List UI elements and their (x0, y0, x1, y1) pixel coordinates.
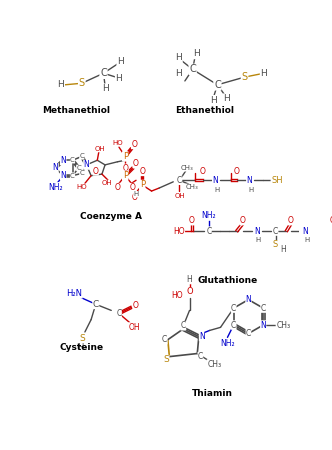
Text: O: O (131, 140, 137, 148)
Text: CH₃: CH₃ (181, 165, 194, 171)
Text: C: C (162, 335, 167, 344)
Text: C: C (206, 227, 211, 236)
Text: O: O (93, 166, 99, 176)
Text: O: O (133, 159, 139, 168)
Text: S: S (273, 240, 278, 249)
Text: O: O (240, 216, 246, 225)
Text: O: O (200, 166, 206, 176)
Text: C: C (246, 329, 251, 338)
Text: N: N (246, 295, 251, 304)
Text: C: C (100, 68, 107, 78)
Text: HO: HO (171, 291, 183, 300)
Text: C: C (181, 321, 186, 330)
Text: NH₂: NH₂ (48, 183, 63, 192)
Text: H: H (175, 69, 182, 78)
Text: HO: HO (112, 140, 123, 145)
Text: H: H (214, 186, 219, 193)
Text: S: S (241, 72, 248, 82)
Text: SH: SH (271, 176, 283, 185)
Text: C: C (70, 157, 75, 163)
Text: O: O (234, 166, 240, 176)
Text: C: C (177, 176, 182, 185)
Text: H: H (117, 57, 124, 66)
Text: H: H (261, 69, 267, 78)
Text: N: N (212, 176, 218, 185)
Text: H: H (193, 50, 200, 58)
Text: C: C (79, 153, 84, 159)
Text: Glutathione: Glutathione (198, 276, 258, 285)
Text: H: H (77, 343, 83, 352)
Text: C: C (231, 304, 236, 313)
Text: C: C (117, 309, 122, 318)
Text: OH: OH (101, 180, 112, 186)
Text: N: N (260, 320, 266, 329)
Text: H: H (175, 54, 182, 63)
Text: O: O (288, 216, 294, 225)
Text: CH₃: CH₃ (207, 360, 221, 369)
Text: HO: HO (173, 227, 185, 236)
Text: H: H (116, 74, 123, 83)
Text: P: P (140, 180, 145, 189)
Text: HO: HO (76, 184, 87, 190)
Text: C: C (231, 320, 236, 329)
Text: C: C (79, 171, 84, 176)
Text: O: O (330, 216, 332, 225)
Text: C: C (189, 64, 196, 74)
Text: N: N (254, 227, 260, 236)
Text: O: O (130, 184, 136, 193)
Text: N: N (60, 156, 66, 165)
Text: C: C (198, 352, 203, 361)
Text: N: N (199, 332, 205, 341)
Text: H: H (57, 80, 64, 89)
Text: H: H (223, 94, 230, 103)
Text: Thiamin: Thiamin (192, 389, 232, 398)
Text: P: P (123, 152, 128, 161)
Text: C: C (214, 80, 221, 90)
Text: N: N (302, 227, 308, 236)
Text: H: H (248, 186, 253, 193)
Text: C: C (261, 304, 266, 313)
Text: CH₃: CH₃ (186, 184, 198, 190)
Text: NH₂: NH₂ (220, 339, 235, 348)
Text: OH: OH (94, 146, 105, 152)
Text: S: S (79, 333, 85, 342)
Text: H: H (187, 275, 193, 284)
Text: H: H (304, 237, 309, 243)
Text: NH₂: NH₂ (202, 211, 216, 220)
Text: O: O (139, 166, 145, 176)
Text: Coenzyme A: Coenzyme A (80, 212, 142, 221)
Text: O: O (189, 216, 195, 225)
Text: S: S (79, 78, 85, 88)
Text: O: O (115, 184, 121, 193)
Text: Methanethiol: Methanethiol (42, 106, 110, 115)
Text: O: O (133, 302, 139, 310)
Text: H: H (281, 245, 286, 254)
Text: C: C (93, 300, 99, 309)
Text: O: O (186, 288, 193, 297)
Text: OH: OH (129, 323, 140, 332)
Text: OH: OH (174, 193, 185, 199)
Text: N: N (52, 163, 58, 172)
Text: H: H (256, 237, 261, 243)
Text: H₂N: H₂N (66, 289, 82, 298)
Text: O: O (131, 193, 137, 202)
Text: C: C (76, 165, 81, 171)
Text: Cysteine: Cysteine (60, 343, 104, 352)
Text: S: S (163, 355, 169, 364)
Text: H: H (102, 84, 109, 93)
Text: CH₃: CH₃ (276, 320, 290, 329)
Text: C: C (273, 227, 278, 236)
Text: N: N (246, 176, 252, 185)
Text: H: H (133, 191, 139, 197)
Text: H: H (210, 96, 217, 105)
Text: C: C (70, 173, 75, 179)
Text: P: P (123, 171, 128, 180)
Text: N: N (84, 160, 89, 169)
Text: N: N (60, 171, 66, 180)
Text: Ethanethiol: Ethanethiol (175, 106, 234, 115)
Text: O: O (122, 164, 128, 173)
